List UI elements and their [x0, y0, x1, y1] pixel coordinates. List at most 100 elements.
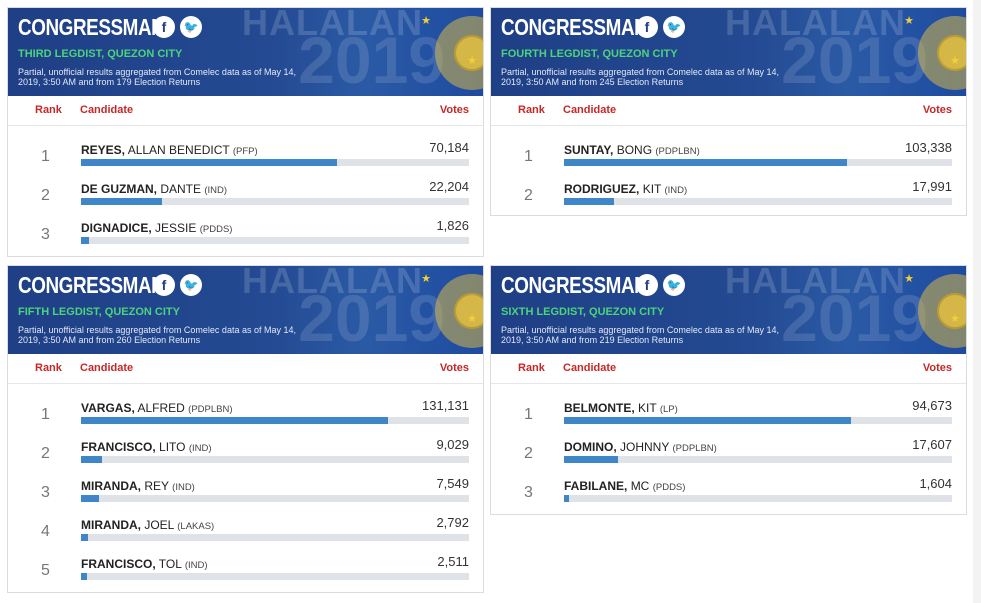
candidate-name: DE GUZMAN, DANTE (IND) [81, 182, 227, 196]
candidate-rank: 3 [524, 484, 533, 501]
candidate-last-name: DIGNADICE, [81, 221, 152, 235]
star-icon: ★ [467, 55, 477, 67]
candidate-votes: 2,792 [436, 515, 469, 530]
year-watermark: 2019 [781, 281, 928, 354]
result-card-3: HALALAN 2019 ★ ★ CONGRESSMAN f 🐦 FIFTH L… [7, 265, 484, 593]
candidate-row: 2 FRANCISCO, LITO (IND) 9,029 [8, 429, 483, 468]
vote-bar-fill [81, 417, 388, 424]
vote-bar-track [81, 534, 469, 541]
candidate-party: (IND) [204, 185, 228, 196]
year-watermark: 2019 [298, 23, 445, 96]
candidate-rank: 2 [524, 445, 533, 462]
candidate-name: SUNTAY, BONG (PDPLBN) [564, 143, 700, 157]
candidate-first-name: ALLAN BENEDICT [127, 143, 230, 157]
district-label: FIFTH LEGDIST, QUEZON CITY [18, 306, 180, 318]
column-header: Rank Candidate Votes [491, 96, 966, 126]
card-title: CONGRESSMAN [501, 272, 648, 298]
candidate-list: 1 BELMONTE, KIT (LP) 94,673 2 DOMINO, JO… [491, 384, 966, 507]
vote-bar-fill [564, 159, 848, 166]
candidate-row: 5 FRANCISCO, TOL (IND) 2,511 [8, 546, 483, 585]
facebook-icon[interactable]: f [636, 274, 658, 296]
candidate-first-name: LITO [159, 440, 186, 454]
candidate-last-name: VARGAS, [81, 401, 135, 415]
sun-icon [918, 16, 966, 90]
card-banner: HALALAN 2019 ★ ★ CONGRESSMAN f 🐦 FOURTH … [491, 8, 966, 96]
votes-header: Votes [922, 104, 952, 116]
facebook-icon[interactable]: f [636, 16, 658, 38]
candidate-name: VARGAS, ALFRED (PDPLBN) [81, 401, 233, 415]
candidate-last-name: MIRANDA, [81, 518, 141, 532]
candidate-party: (LP) [659, 404, 678, 415]
votes-header: Votes [922, 362, 952, 374]
vote-bar-track [564, 198, 952, 205]
candidate-name: FABILANE, MC (PDDS) [564, 479, 685, 493]
results-note: Partial, unofficial results aggregated f… [501, 67, 779, 87]
candidate-row: 1 REYES, ALLAN BENEDICT (PFP) 70,184 [8, 132, 483, 171]
card-banner: HALALAN 2019 ★ ★ CONGRESSMAN f 🐦 FIFTH L… [8, 266, 483, 354]
candidate-last-name: RODRIGUEZ, [564, 182, 640, 196]
candidate-party: (PDPLBN) [672, 443, 717, 454]
rank-header: Rank [518, 104, 545, 116]
candidate-votes: 1,604 [919, 476, 952, 491]
sun-icon [918, 274, 966, 348]
candidate-header: Candidate [563, 362, 617, 374]
candidate-name: BELMONTE, KIT (LP) [564, 401, 678, 415]
results-note: Partial, unofficial results aggregated f… [18, 325, 296, 345]
rank-header: Rank [35, 104, 62, 116]
sun-icon [435, 16, 483, 90]
card-title: CONGRESSMAN [501, 14, 648, 40]
results-note: Partial, unofficial results aggregated f… [18, 67, 296, 87]
twitter-icon[interactable]: 🐦 [180, 16, 202, 38]
candidate-row: 2 DOMINO, JOHNNY (PDPLBN) 17,607 [491, 429, 966, 468]
vote-bar-track [81, 417, 469, 424]
results-note: Partial, unofficial results aggregated f… [501, 325, 779, 345]
candidate-party: (PDDS) [199, 224, 233, 235]
candidate-row: 1 VARGAS, ALFRED (PDPLBN) 131,131 [8, 390, 483, 429]
candidate-rank: 2 [524, 187, 533, 204]
candidate-votes: 70,184 [429, 140, 469, 155]
twitter-icon[interactable]: 🐦 [663, 16, 685, 38]
vote-bar-track [81, 456, 469, 463]
page-scroll-gutter [973, 0, 981, 603]
star-icon: ★ [421, 15, 431, 27]
vote-bar-fill [81, 573, 87, 580]
candidate-row: 1 SUNTAY, BONG (PDPLBN) 103,338 [491, 132, 966, 171]
candidate-votes: 9,029 [436, 437, 469, 452]
candidate-first-name: JOHNNY [620, 440, 670, 454]
candidate-first-name: REY [144, 479, 169, 493]
twitter-icon[interactable]: 🐦 [663, 274, 685, 296]
vote-bar-track [564, 159, 952, 166]
candidate-first-name: KIT [642, 182, 662, 196]
candidate-party: (IND) [184, 560, 208, 571]
vote-bar-fill [81, 237, 89, 244]
candidate-first-name: KIT [638, 401, 657, 415]
candidate-last-name: FRANCISCO, [81, 440, 156, 454]
twitter-icon[interactable]: 🐦 [180, 274, 202, 296]
card-title: CONGRESSMAN [18, 272, 165, 298]
candidate-last-name: DOMINO, [564, 440, 617, 454]
vote-bar-track [81, 495, 469, 502]
card-banner: HALALAN 2019 ★ ★ CONGRESSMAN f 🐦 THIRD L… [8, 8, 483, 96]
candidate-votes: 131,131 [422, 398, 469, 413]
year-watermark: 2019 [781, 23, 928, 96]
vote-bar-track [81, 198, 469, 205]
candidate-header: Candidate [80, 362, 134, 374]
candidate-first-name: ALFRED [137, 401, 185, 415]
facebook-icon[interactable]: f [153, 274, 175, 296]
candidate-rank: 1 [41, 406, 50, 423]
year-watermark: 2019 [298, 281, 445, 354]
column-header: Rank Candidate Votes [491, 354, 966, 384]
candidate-last-name: REYES, [81, 143, 126, 157]
votes-header: Votes [439, 104, 469, 116]
facebook-icon[interactable]: f [153, 16, 175, 38]
candidate-party: (PFP) [232, 146, 258, 157]
vote-bar-track [81, 159, 469, 166]
star-icon: ★ [421, 273, 431, 285]
column-header: Rank Candidate Votes [8, 354, 483, 384]
candidate-name: REYES, ALLAN BENEDICT (PFP) [81, 143, 258, 157]
star-icon: ★ [904, 273, 914, 285]
candidate-party: (IND) [188, 443, 212, 454]
candidate-row: 2 RODRIGUEZ, KIT (IND) 17,991 [491, 171, 966, 210]
candidate-party: (IND) [172, 482, 195, 493]
vote-bar-fill [81, 456, 103, 463]
